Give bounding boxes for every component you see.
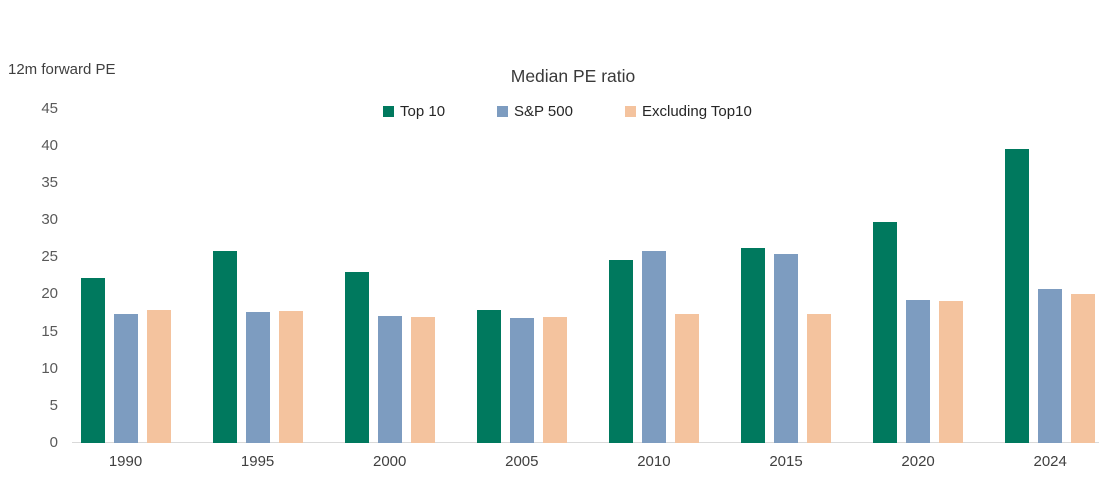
bar-s-p-500-1995 [245, 312, 270, 443]
y-tick-label-35: 35 [41, 173, 58, 191]
x-axis-line [72, 442, 1099, 443]
y-tick-label-30: 30 [41, 211, 58, 228]
x-tick-label-1995: 1995 [240, 453, 275, 470]
bar-top-10-1990 [80, 278, 105, 443]
legend-item-top-10: Top 10 [383, 102, 446, 120]
bar-excluding-top10-2010 [674, 313, 699, 443]
chart-title: Median PE ratio [510, 66, 636, 86]
y-tick-label-45: 45 [41, 99, 58, 117]
bar-top-10-1995 [212, 250, 237, 443]
bar-top-10-2024 [1005, 149, 1030, 443]
x-tick-label-2000: 2000 [373, 453, 407, 470]
bar-group-2015 [741, 247, 831, 443]
bar-group-1990 [80, 278, 171, 443]
bar-excluding-top10-2000 [410, 317, 435, 443]
bar-group-2020 [873, 221, 964, 443]
y-axis-title: 12m forward PE [8, 61, 116, 78]
bar-excluding-top10-2024 [1071, 293, 1096, 443]
bar-top-10-2010 [608, 260, 633, 443]
bar-s-p-500-2000 [377, 315, 402, 443]
bar-top-10-2015 [741, 247, 765, 443]
y-tick-label-25: 25 [41, 248, 58, 266]
bar-s-p-500-2020 [906, 300, 931, 443]
legend-swatch-icon [383, 105, 394, 117]
bar-excluding-top10-2015 [807, 313, 831, 443]
bar-group-2000 [344, 272, 435, 443]
bar-excluding-top10-2005 [542, 317, 567, 443]
y-tick-label-5: 5 [49, 396, 58, 414]
y-tick-label-0: 0 [49, 434, 58, 451]
legend-swatch-icon [625, 105, 636, 117]
bar-s-p-500-2010 [641, 250, 666, 443]
x-tick-label-2010: 2010 [637, 453, 671, 470]
bar-top-10-2000 [344, 272, 369, 443]
x-tick-label-1990: 1990 [108, 453, 143, 470]
bar-excluding-top10-1990 [146, 309, 171, 443]
bar-group-2024 [1005, 149, 1096, 443]
bar-excluding-top10-1995 [278, 310, 303, 443]
legend-label: Excluding Top10 [642, 102, 752, 120]
bar-top-10-2020 [873, 221, 898, 443]
legend-swatch-icon [497, 105, 508, 117]
bar-group-2005 [476, 309, 567, 443]
bar-s-p-500-2024 [1038, 289, 1063, 443]
y-tick-label-40: 40 [41, 136, 58, 154]
bar-group-1995 [212, 250, 303, 443]
bar-group-2010 [608, 250, 699, 443]
x-tick-label-2020: 2020 [901, 453, 935, 470]
legend-label: Top 10 [400, 102, 446, 120]
x-tick-label-2024: 2024 [1033, 453, 1067, 470]
bar-s-p-500-2015 [774, 253, 798, 443]
x-tick-label-2005: 2005 [505, 453, 539, 470]
legend-label: S&P 500 [514, 102, 573, 120]
y-tick-label-10: 10 [41, 359, 58, 377]
legend-item-excluding-top10: Excluding Top10 [625, 102, 752, 120]
y-tick-label-20: 20 [41, 285, 58, 303]
x-tick-label-2015: 2015 [769, 453, 803, 470]
bar-excluding-top10-2020 [939, 301, 964, 443]
bar-top-10-2005 [476, 309, 501, 443]
legend-item-s-p-500: S&P 500 [497, 102, 573, 120]
bar-s-p-500-2005 [509, 318, 534, 443]
y-tick-label-15: 15 [41, 322, 58, 340]
bar-s-p-500-1990 [113, 313, 138, 443]
